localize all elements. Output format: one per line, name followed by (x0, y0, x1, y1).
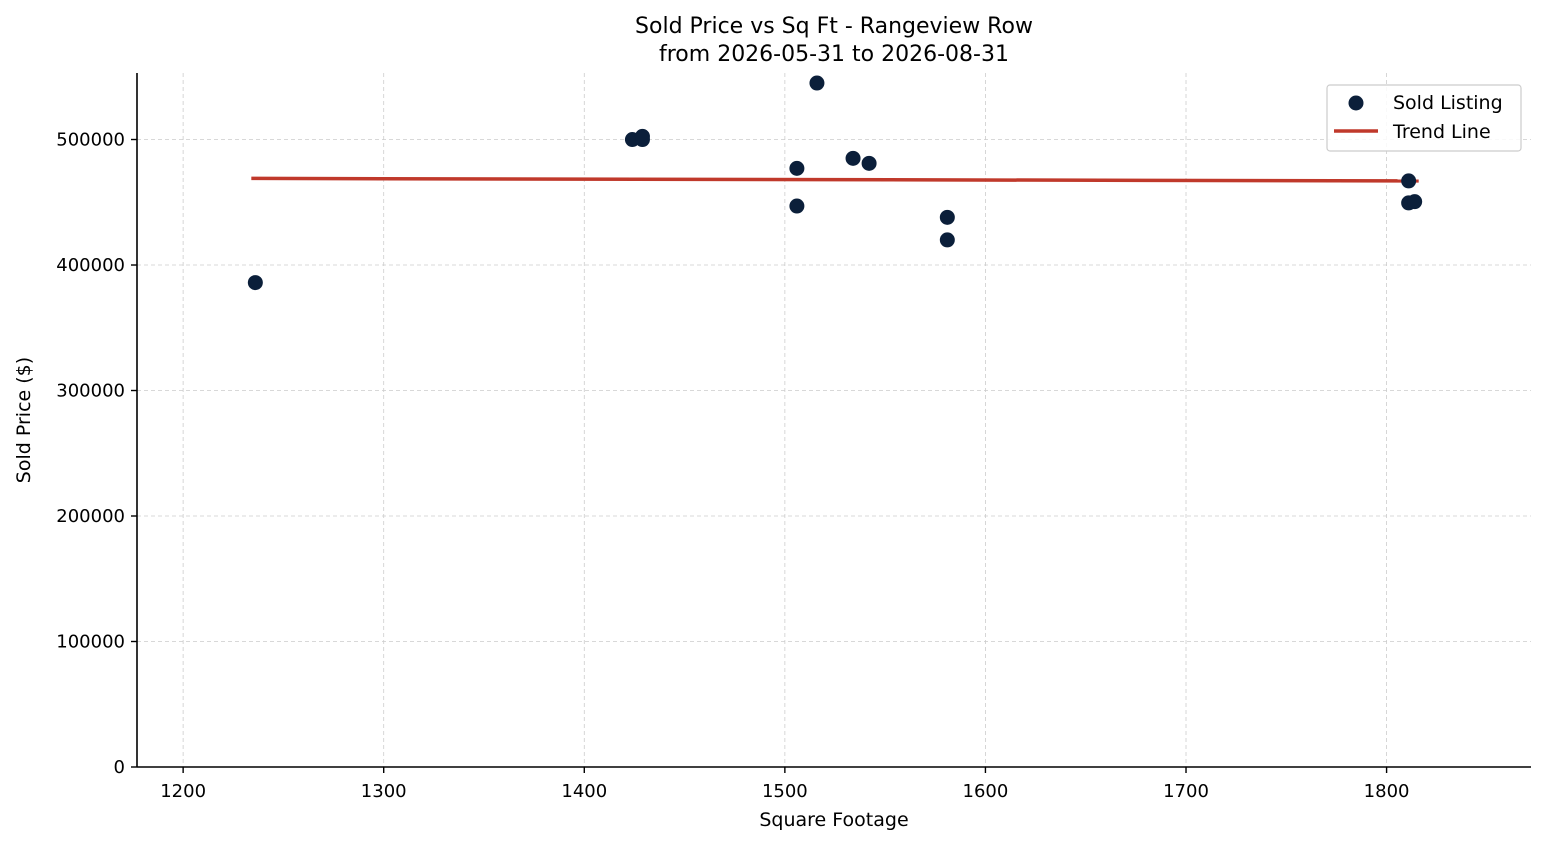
y-axis-label: Sold Price ($) (13, 357, 35, 483)
x-tick-label: 1600 (963, 781, 1009, 802)
trend-line-group (251, 176, 1419, 183)
y-tick-label: 400000 (56, 255, 125, 276)
chart-subtitle: from 2026-05-31 to 2026-08-31 (659, 42, 1009, 67)
grid-lines (137, 73, 1531, 767)
legend-marker-sold-listing (1348, 95, 1364, 111)
x-tick-label: 1500 (762, 781, 808, 802)
x-axis-ticks: 1200 1300 1400 1500 1600 1700 1800 (160, 767, 1409, 802)
data-point-sold-listing (809, 75, 825, 91)
x-tick-label: 1400 (561, 781, 607, 802)
y-tick-label: 300000 (56, 381, 125, 402)
data-point-sold-listing (939, 232, 955, 248)
x-tick-label: 1800 (1364, 781, 1410, 802)
chart-title: Sold Price vs Sq Ft - Rangeview Row (635, 14, 1033, 39)
x-tick-label: 1200 (160, 781, 206, 802)
y-tick-label: 500000 (56, 130, 125, 151)
legend: Sold Listing Trend Line (1326, 84, 1522, 152)
data-point-sold-listing (939, 209, 955, 225)
x-tick-label: 1700 (1163, 781, 1209, 802)
data-point-sold-listing (789, 160, 805, 176)
data-points (247, 75, 1423, 291)
y-tick-label: 0 (114, 757, 125, 778)
legend-box (1326, 84, 1522, 152)
x-tick-label: 1300 (361, 781, 407, 802)
data-point-sold-listing (634, 128, 650, 144)
x-axis-label: Square Footage (759, 809, 908, 831)
legend-label-trend-line: Trend Line (1392, 121, 1491, 143)
y-tick-label: 100000 (56, 632, 125, 653)
legend-label-sold-listing: Sold Listing (1393, 92, 1503, 114)
y-tick-label: 200000 (56, 506, 125, 527)
data-point-sold-listing (789, 198, 805, 214)
data-point-sold-listing (1407, 194, 1423, 210)
data-point-sold-listing (861, 155, 877, 171)
data-point-sold-listing (247, 275, 263, 291)
y-axis-ticks: 0 100000 200000 300000 400000 500000 (56, 130, 137, 778)
data-point-sold-listing (1401, 173, 1417, 189)
data-point-sold-listing (845, 150, 861, 166)
trend-line (251, 176, 1419, 183)
